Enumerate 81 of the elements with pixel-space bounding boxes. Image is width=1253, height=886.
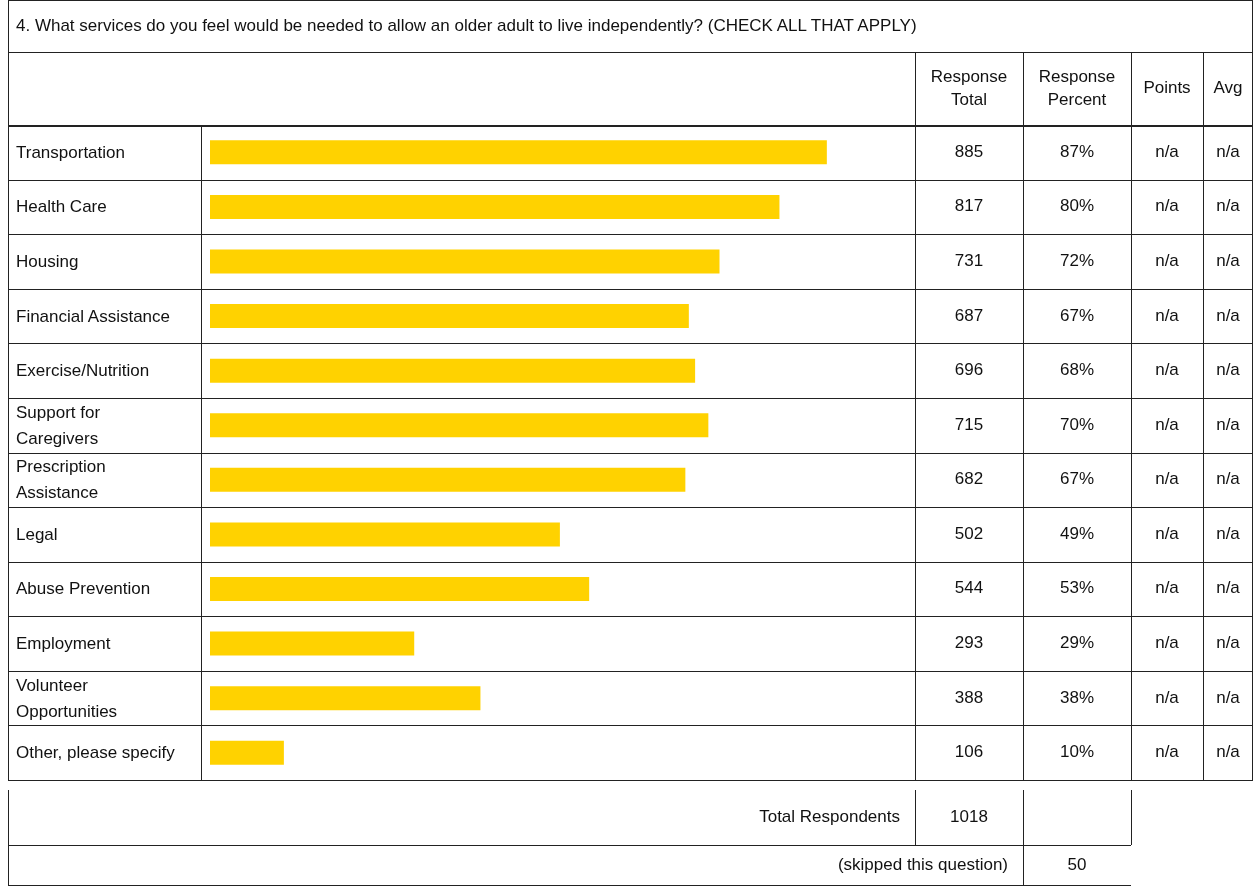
text: n/a [1215, 140, 1241, 163]
text: n/a [1154, 468, 1180, 491]
text: n/a [1154, 304, 1180, 327]
text: n/a [1154, 413, 1180, 436]
text: n/a [1154, 249, 1180, 272]
bar [210, 631, 415, 656]
y-tick-label: Other, please specify [16, 743, 176, 763]
bar [210, 304, 689, 329]
text: 70% [1059, 413, 1095, 436]
data-label: 502 [953, 522, 985, 545]
y-tick-label: Employment [16, 634, 111, 654]
text: Total Respondents [758, 806, 900, 829]
data-label: 817 [953, 195, 985, 218]
text: n/a [1215, 413, 1241, 436]
bar [210, 686, 481, 711]
y-tick-label: Transportation [16, 142, 125, 162]
y-tick-label: Financial Assistance [16, 306, 171, 326]
text: 68% [1059, 359, 1095, 382]
text: 10% [1059, 741, 1095, 764]
text: n/a [1215, 741, 1241, 764]
text: Avg [1212, 77, 1244, 100]
text: n/a [1215, 522, 1241, 545]
y-tick-label: Exercise/Nutrition [16, 361, 150, 381]
text: (skipped this question) [836, 854, 1008, 877]
text: n/a [1215, 468, 1241, 491]
text: n/a [1154, 577, 1180, 600]
text: 29% [1059, 632, 1095, 655]
data-label: 885 [953, 140, 985, 163]
y-tick-label: Health Care [16, 197, 107, 217]
bar [210, 194, 780, 219]
text: 72% [1059, 249, 1095, 272]
data-label: 687 [953, 304, 985, 327]
text: n/a [1215, 359, 1241, 382]
data-label: 731 [953, 249, 985, 272]
text: n/a [1154, 359, 1180, 382]
text: 49% [1059, 522, 1095, 545]
chart-title: 4. What services do you feel would be needed to allow an older adult to live independently? (CHECK ALL THAT APPLY) [16, 14, 917, 37]
bar [210, 358, 696, 383]
text: 50 [1066, 854, 1088, 877]
text: 80% [1059, 195, 1095, 218]
text: 53% [1059, 577, 1095, 600]
text: 38% [1059, 686, 1095, 709]
data-label: 715 [953, 413, 985, 436]
text: n/a [1215, 249, 1241, 272]
y-tick-label: Housing [16, 251, 79, 271]
bar [210, 740, 284, 765]
text: n/a [1154, 140, 1180, 163]
bar [210, 576, 590, 601]
text: n/a [1215, 195, 1241, 218]
text: n/a [1215, 577, 1241, 600]
text: n/a [1154, 522, 1180, 545]
bar [210, 249, 720, 274]
text: Response Percent [1037, 65, 1117, 111]
text: 67% [1059, 304, 1095, 327]
data-label: 388 [953, 686, 985, 709]
y-tick-label: Legal [16, 524, 58, 544]
bar [210, 140, 827, 165]
bar [210, 467, 686, 492]
text: 1018 [949, 806, 989, 829]
text: 67% [1059, 468, 1095, 491]
y-tick-label: Abuse Prevention [16, 579, 151, 599]
text: n/a [1215, 632, 1241, 655]
text: n/a [1154, 195, 1180, 218]
text: 87% [1059, 140, 1095, 163]
text: n/a [1154, 741, 1180, 764]
data-label: 544 [953, 577, 985, 600]
bar [210, 413, 709, 438]
data-label: 293 [953, 632, 985, 655]
data-label: 106 [953, 741, 985, 764]
text: Response Total [929, 65, 1009, 111]
text: n/a [1215, 686, 1241, 709]
data-label: 682 [953, 468, 985, 491]
text: Points [1142, 77, 1192, 100]
text: n/a [1215, 304, 1241, 327]
y-tick-label: Support for Caregivers [16, 402, 105, 448]
y-tick-label: Volunteer Opportunities [16, 675, 118, 721]
data-label: 696 [953, 359, 985, 382]
y-tick-label: Prescription Assistance [16, 457, 111, 503]
text: n/a [1154, 686, 1180, 709]
text: n/a [1154, 632, 1180, 655]
bar [210, 522, 560, 547]
